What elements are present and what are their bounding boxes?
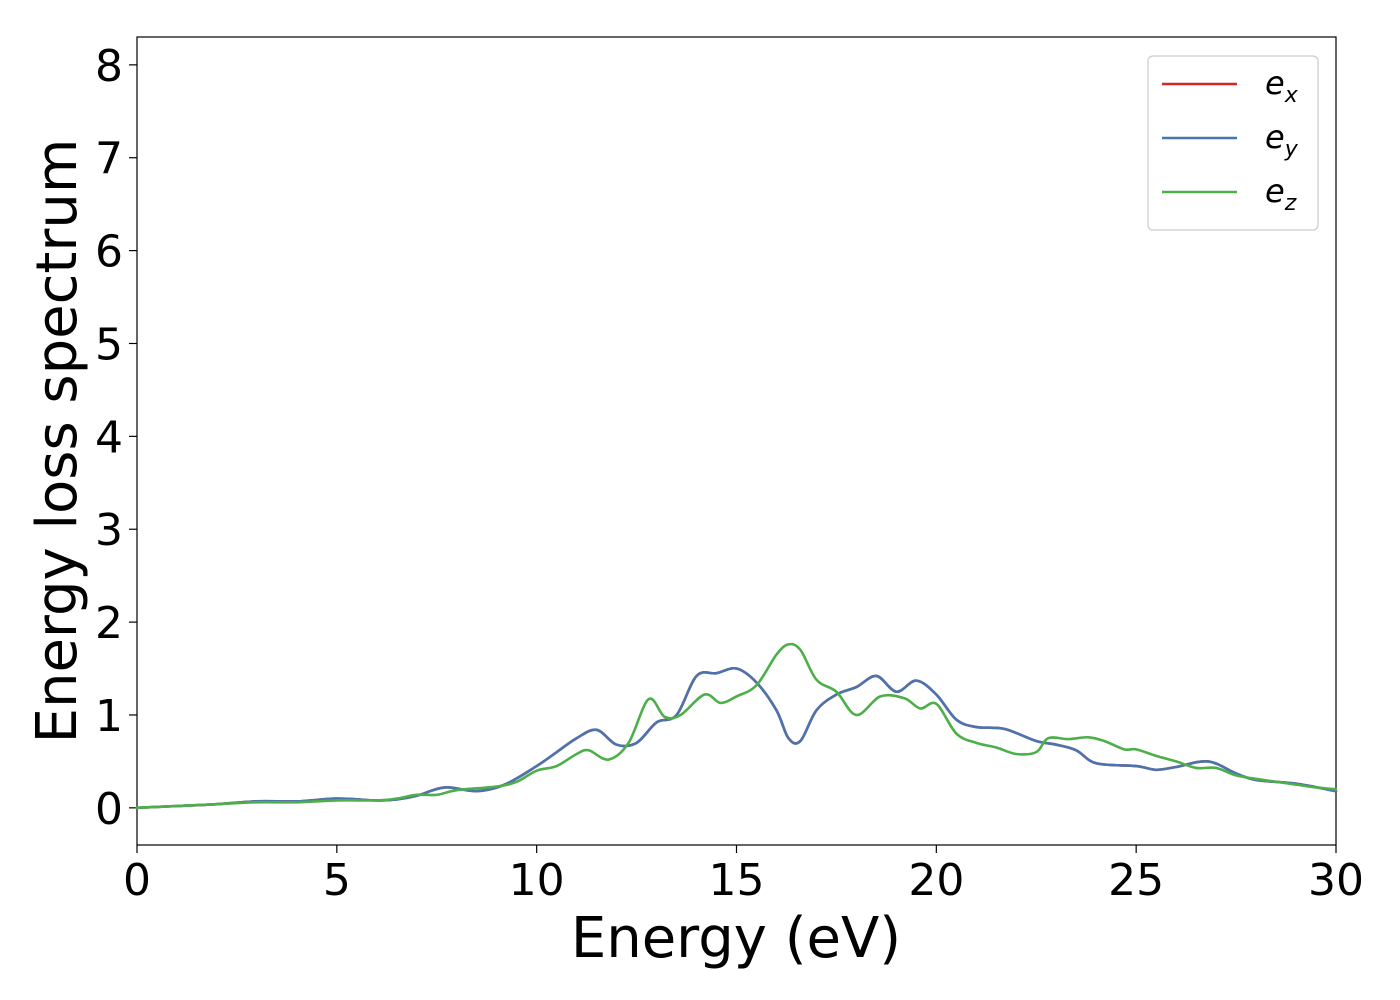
y-tick-label: 6 bbox=[95, 227, 123, 278]
x-tick-label: 20 bbox=[908, 855, 964, 906]
y-axis-label: Energy loss spectrum bbox=[25, 139, 90, 744]
x-tick-label: 10 bbox=[509, 855, 565, 906]
legend-label-subscript: x bbox=[1284, 83, 1299, 108]
series-lines bbox=[135, 642, 1338, 810]
legend-label-e-z: ez bbox=[1265, 172, 1297, 216]
legend-label-base: e bbox=[1265, 118, 1285, 156]
x-tick-label: 15 bbox=[709, 855, 765, 906]
y-tick-label: 7 bbox=[95, 134, 123, 185]
y-tick-label: 2 bbox=[95, 598, 123, 649]
legend-box bbox=[1147, 55, 1319, 231]
x-tick-label: 25 bbox=[1108, 855, 1164, 906]
x-tick-label: 0 bbox=[123, 855, 151, 906]
y-tick-label: 1 bbox=[95, 691, 123, 742]
x-axis-label: Energy (eV) bbox=[571, 906, 901, 971]
legend-label-e-y: ey bbox=[1265, 118, 1299, 162]
legend-label-subscript: z bbox=[1284, 191, 1297, 216]
legend-label-e-x: ex bbox=[1265, 64, 1299, 108]
x-tick-label: 30 bbox=[1308, 855, 1364, 906]
y-tick-label: 5 bbox=[95, 319, 123, 370]
y-tick-label: 8 bbox=[95, 41, 123, 92]
legend-label-base: e bbox=[1265, 172, 1285, 210]
y-axis-ticks: 0 1 2 3 4 5 6 7 8 bbox=[95, 41, 137, 835]
y-tick-label: 4 bbox=[95, 412, 123, 463]
legend-label-subscript: y bbox=[1284, 137, 1299, 162]
x-axis-ticks: 0 5 10 15 20 25 30 bbox=[123, 845, 1364, 906]
y-tick-label: 3 bbox=[95, 505, 123, 556]
x-tick-label: 5 bbox=[323, 855, 351, 906]
plot-area bbox=[136, 36, 1337, 846]
legend-label-base: e bbox=[1265, 64, 1285, 102]
series-line-e-z bbox=[135, 642, 1338, 810]
y-tick-label: 0 bbox=[95, 784, 123, 835]
